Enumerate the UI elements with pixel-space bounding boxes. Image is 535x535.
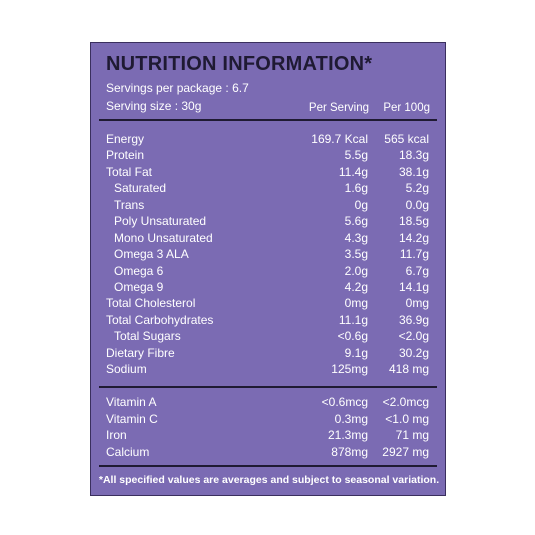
table-row: Sodium 125mg 418 mg [91, 362, 447, 378]
per-100g-value: 14.2g [398, 231, 429, 245]
nutrient-label: Protein [106, 148, 145, 162]
per-100g-value: 2927 mg [382, 445, 429, 459]
per-100g-value: <1.0 mg [385, 412, 429, 426]
nutrient-label: Total Fat [106, 165, 153, 179]
nutrient-label: Saturated [114, 181, 167, 195]
table-row: Calcium 878mg 2927 mg [91, 445, 447, 461]
table-row: Protein 5.5g 18.3g [91, 148, 447, 164]
per-serving-value: 2.0g [344, 264, 368, 278]
nutrient-label: Dietary Fibre [106, 346, 175, 360]
vitamin-label: Vitamin C [106, 412, 158, 426]
table-row: Total Sugars <0.6g <2.0g [91, 329, 447, 345]
per-serving-value: 1.6g [344, 181, 368, 195]
table-row: Total Carbohydrates 11.1g 36.9g [91, 313, 447, 329]
table-row: Omega 3 ALA 3.5g 11.7g [91, 247, 447, 263]
per-100g-value: 0.0g [405, 198, 429, 212]
table-row: Iron 21.3mg 71 mg [91, 428, 447, 444]
per-100g-value: 30.2g [398, 346, 429, 360]
per-serving-value: <0.6g [337, 329, 368, 343]
per-serving-value: 4.3g [344, 231, 368, 245]
table-row: Total Cholesterol 0mg 0mg [91, 296, 447, 312]
per-serving-value: 5.5g [344, 148, 368, 162]
footer-divider [99, 465, 437, 467]
vitamin-label: Iron [106, 428, 127, 442]
per-100g-value: 5.2g [405, 181, 429, 195]
nutrient-label: Omega 9 [114, 280, 164, 294]
nutrient-label: Total Carbohydrates [106, 313, 214, 327]
nutrient-label: Total Sugars [114, 329, 181, 343]
per-serving-value: 125mg [331, 362, 368, 376]
per-serving-value: 11.1g [338, 313, 368, 327]
per-serving-value: 9.1g [344, 346, 368, 360]
per-100g-value: 418 mg [388, 362, 429, 376]
per-100g-value: 38.1g [398, 165, 429, 179]
per-serving-value: 21.3mg [327, 428, 368, 442]
section-divider [99, 386, 437, 388]
per-100g-value: 36.9g [398, 313, 429, 327]
per-serving-value: 5.6g [344, 214, 368, 228]
nutrition-panel: NUTRITION INFORMATION* Servings per pack… [90, 42, 446, 496]
vitamin-label: Vitamin A [106, 395, 157, 409]
per-100g-value: 0mg [405, 296, 429, 310]
per-serving-value: 169.7 Kcal [311, 132, 368, 146]
per-100g-value: 18.5g [398, 214, 429, 228]
header-divider [99, 119, 437, 121]
table-row: Vitamin A <0.6mcg <2.0mcg [91, 395, 447, 411]
column-header-per-serving: Per Serving [308, 102, 369, 114]
table-row: Mono Unsaturated 4.3g 14.2g [91, 231, 447, 247]
nutrient-label: Omega 3 ALA [114, 247, 189, 261]
per-serving-value: 4.2g [344, 280, 368, 294]
panel-title: NUTRITION INFORMATION* [106, 53, 373, 75]
footnote: *All specified values are averages and s… [98, 474, 440, 486]
per-100g-value: 14.1g [398, 280, 429, 294]
table-row: Dietary Fibre 9.1g 30.2g [91, 346, 447, 362]
nutrient-label: Poly Unsaturated [114, 214, 207, 228]
table-row: Vitamin C 0.3mg <1.0 mg [91, 412, 447, 428]
per-100g-value: 11.7g [399, 247, 429, 261]
per-serving-value: 0.3mg [334, 412, 368, 426]
column-header-per-100g: Per 100g [383, 102, 430, 114]
per-100g-value: 71 mg [395, 428, 429, 442]
table-row: Saturated 1.6g 5.2g [91, 181, 447, 197]
per-serving-value: 11.4g [338, 165, 368, 179]
nutrient-label: Total Cholesterol [106, 296, 196, 310]
nutrient-label: Trans [114, 198, 145, 212]
per-100g-value: <2.0g [398, 329, 429, 343]
vitamin-label: Calcium [106, 445, 150, 459]
per-serving-value: <0.6mcg [321, 395, 368, 409]
table-row: Energy 169.7 Kcal 565 kcal [91, 132, 447, 148]
nutrient-label: Mono Unsaturated [114, 231, 213, 245]
per-100g-value: 565 kcal [384, 132, 429, 146]
nutrient-label: Sodium [106, 362, 147, 376]
serving-size: Serving size : 30g [106, 99, 202, 113]
per-100g-value: 6.7g [405, 264, 429, 278]
table-row: Trans 0g 0.0g [91, 198, 447, 214]
table-row: Poly Unsaturated 5.6g 18.5g [91, 214, 447, 230]
nutrient-label: Omega 6 [114, 264, 164, 278]
per-100g-value: <2.0mcg [382, 395, 429, 409]
servings-per-package: Servings per package : 6.7 [106, 81, 249, 95]
per-serving-value: 0g [354, 198, 368, 212]
per-serving-value: 878mg [331, 445, 368, 459]
nutrient-label: Energy [106, 132, 145, 146]
per-100g-value: 18.3g [398, 148, 429, 162]
table-row: Total Fat 11.4g 38.1g [91, 165, 447, 181]
per-serving-value: 3.5g [344, 247, 368, 261]
table-row: Omega 6 2.0g 6.7g [91, 264, 447, 280]
per-serving-value: 0mg [344, 296, 368, 310]
table-row: Omega 9 4.2g 14.1g [91, 280, 447, 296]
